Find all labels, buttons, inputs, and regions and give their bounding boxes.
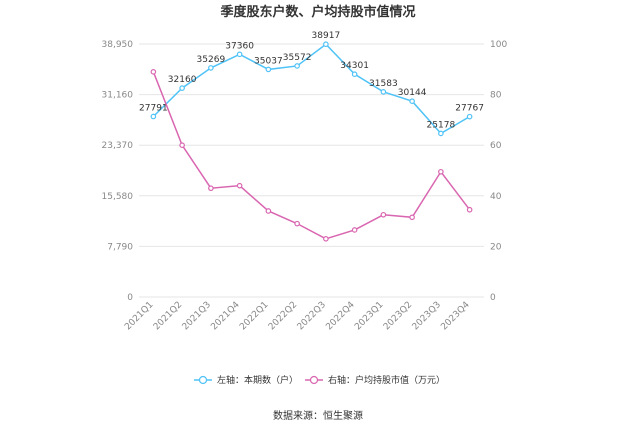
x-tick-label: 2021Q4 (209, 300, 242, 333)
left-tick-label: 23,370 (102, 141, 134, 151)
data-point (380, 89, 387, 95)
data-point (323, 236, 329, 242)
grid-lines (139, 43, 484, 298)
data-point (409, 98, 415, 104)
data-point (466, 206, 473, 213)
data-label: 30144 (398, 88, 427, 98)
left-tick-label: 38,950 (102, 40, 134, 50)
x-tick-label: 2023Q2 (382, 300, 414, 332)
data-point (438, 130, 444, 137)
data-point (150, 113, 157, 120)
legend-label: 右轴：户均持股市值（万元） (328, 374, 445, 386)
data-point (265, 208, 272, 214)
data-point (323, 41, 329, 48)
x-tick-label: 2023Q4 (439, 300, 472, 333)
data-point (208, 65, 214, 71)
x-tick-label: 2022Q3 (296, 300, 328, 332)
data-label: 35269 (197, 55, 226, 65)
data-point (380, 211, 387, 218)
right-axis: 0 20 40 60 80 100 (490, 40, 507, 303)
series-line (152, 71, 471, 240)
right-tick-label: 0 (490, 293, 496, 303)
data-label: 27767 (455, 104, 484, 114)
series-line (152, 43, 471, 135)
x-tick-label: 2023Q1 (353, 300, 385, 332)
data-point (438, 168, 444, 175)
x-axis: 2021Q12021Q22021Q32021Q42022Q12022Q22022… (123, 300, 472, 333)
legend-marker (198, 375, 208, 385)
data-point (208, 185, 214, 192)
left-tick-label: 7,790 (107, 242, 133, 252)
right-tick-label: 80 (490, 91, 502, 101)
left-tick-label: 0 (127, 293, 133, 303)
data-point (265, 66, 272, 73)
data-point (179, 85, 185, 91)
data-label: 32160 (168, 75, 197, 85)
x-tick-label: 2022Q2 (267, 300, 299, 332)
legend-label: 左轴：本期数（户） (217, 374, 298, 386)
data-label: 35037 (254, 56, 283, 66)
x-tick-label: 2022Q1 (238, 300, 270, 332)
data-label: 37360 (225, 41, 254, 51)
right-tick-label: 100 (490, 40, 507, 50)
x-tick-label: 2022Q4 (324, 300, 357, 333)
data-point (351, 227, 358, 233)
x-tick-label: 2021Q2 (152, 300, 184, 332)
data-point (179, 142, 185, 149)
data-label: 35572 (283, 53, 312, 63)
chart-title: 季度股东户数、户均持股市值情况 (219, 4, 415, 20)
data-point (294, 220, 300, 227)
data-label: 31583 (369, 79, 398, 89)
legend: 左轴：本期数（户） 右轴：户均持股市值（万元） (194, 374, 445, 386)
data-point (294, 63, 300, 69)
left-tick-label: 31,160 (102, 91, 134, 101)
data-point (351, 71, 358, 77)
data-point (236, 182, 243, 189)
x-tick-label: 2021Q3 (181, 300, 213, 332)
source-note: 数据来源：恒生聚源 (273, 409, 363, 422)
left-tick-label: 15,580 (102, 192, 134, 202)
data-point (236, 51, 243, 58)
x-tick-label: 2023Q3 (411, 300, 443, 332)
right-tick-label: 20 (490, 242, 502, 252)
data-point (150, 69, 157, 75)
data-label: 27791 (139, 103, 168, 113)
data-label: 25178 (427, 120, 456, 130)
right-tick-label: 60 (490, 141, 502, 151)
data-label: 34301 (340, 61, 369, 71)
data-label: 38917 (312, 31, 341, 41)
right-tick-label: 40 (490, 192, 502, 202)
data-point (466, 113, 473, 120)
data-point (409, 214, 415, 221)
left-axis: 0 7,790 15,580 23,370 31,160 38,950 (102, 40, 134, 303)
legend-marker (309, 375, 319, 385)
x-tick-label: 2021Q1 (123, 300, 155, 332)
